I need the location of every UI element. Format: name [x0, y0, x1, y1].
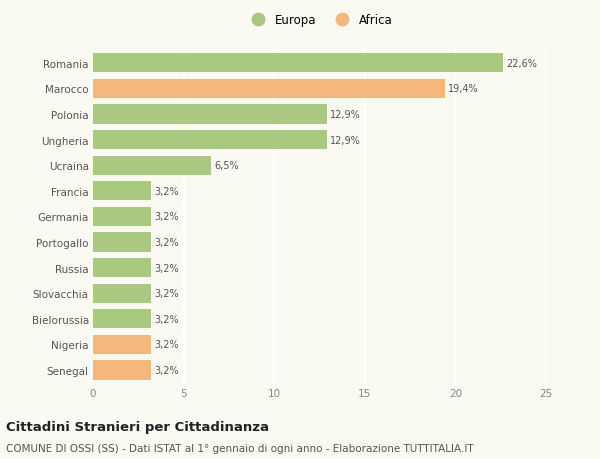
- Text: 3,2%: 3,2%: [155, 186, 179, 196]
- Text: COMUNE DI OSSI (SS) - Dati ISTAT al 1° gennaio di ogni anno - Elaborazione TUTTI: COMUNE DI OSSI (SS) - Dati ISTAT al 1° g…: [6, 443, 473, 453]
- Text: 3,2%: 3,2%: [155, 289, 179, 298]
- Bar: [93, 79, 445, 99]
- Text: 3,2%: 3,2%: [155, 237, 179, 247]
- Bar: [93, 258, 151, 278]
- Bar: [93, 309, 151, 329]
- Bar: [93, 131, 327, 150]
- Text: 12,9%: 12,9%: [331, 135, 361, 145]
- Text: 3,2%: 3,2%: [155, 340, 179, 350]
- Bar: [93, 233, 151, 252]
- Text: 3,2%: 3,2%: [155, 263, 179, 273]
- Bar: [93, 207, 151, 226]
- Text: 19,4%: 19,4%: [448, 84, 479, 94]
- Text: Cittadini Stranieri per Cittadinanza: Cittadini Stranieri per Cittadinanza: [6, 420, 269, 433]
- Bar: [93, 335, 151, 354]
- Bar: [93, 361, 151, 380]
- Text: 3,2%: 3,2%: [155, 212, 179, 222]
- Text: 3,2%: 3,2%: [155, 365, 179, 375]
- Bar: [93, 182, 151, 201]
- Text: 3,2%: 3,2%: [155, 314, 179, 324]
- Bar: [93, 156, 211, 175]
- Bar: [93, 54, 503, 73]
- Text: 22,6%: 22,6%: [506, 59, 537, 68]
- Legend: Europa, Africa: Europa, Africa: [243, 10, 396, 30]
- Text: 12,9%: 12,9%: [331, 110, 361, 120]
- Bar: [93, 105, 327, 124]
- Bar: [93, 284, 151, 303]
- Text: 6,5%: 6,5%: [214, 161, 239, 171]
